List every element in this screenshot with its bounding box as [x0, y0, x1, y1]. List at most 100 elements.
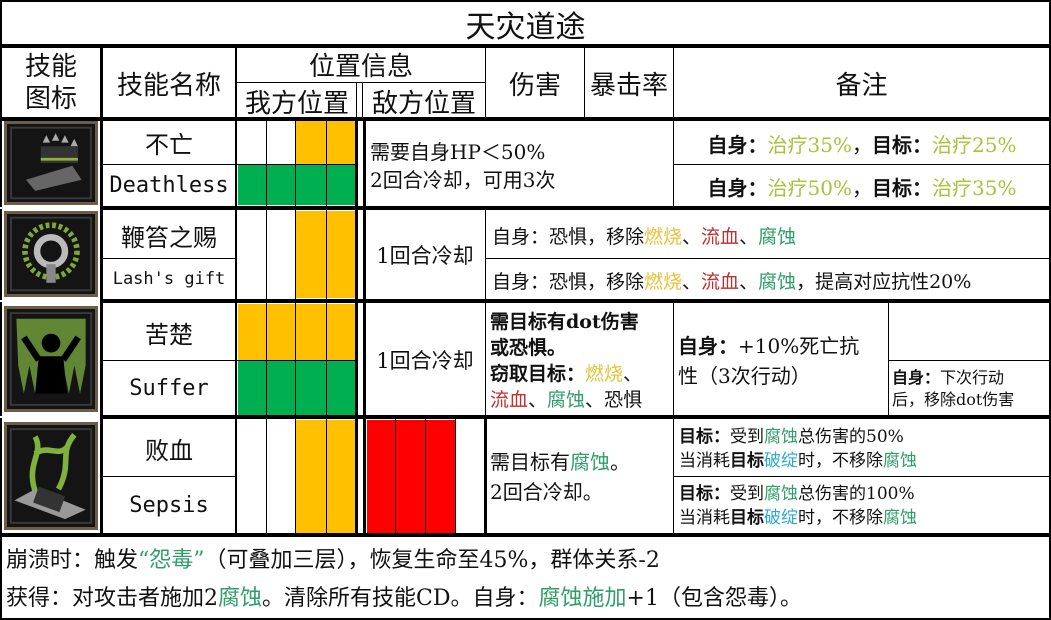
own-rank-cell — [296, 420, 326, 533]
skill-cooldown: 1回合冷却 — [376, 243, 474, 268]
footer-line-1: 崩溃时：触发 “怨毒” （可叠加三层），恢复生命至45%，群体关系-2 — [6, 548, 660, 573]
header-own-position: 我方位置 — [244, 88, 349, 119]
skill-name-en: Suffer — [129, 376, 209, 401]
grid-line — [266, 119, 267, 535]
skill-name-en: Lash's gift — [112, 269, 226, 289]
grid-line — [455, 419, 456, 535]
grid-line — [0, 0, 2, 620]
grid-line — [673, 417, 674, 535]
skill-requirement: 需目标有dot伤害 或恐惧。 窃取目标：燃烧、 流血、腐蚀、恐惧 — [490, 311, 643, 411]
skill-note: 自身：恐惧，移除 燃烧、流血、腐蚀 — [492, 225, 797, 248]
grid-line — [0, 618, 1051, 620]
skill-note: 自身： 治疗35%，目标： 治疗25% — [707, 132, 1017, 157]
grid-line — [102, 415, 1051, 419]
skill-note: 自身：恐惧，移除 燃烧、流血、腐蚀 ，提高对应抗性20% — [492, 270, 972, 293]
grid-line — [674, 164, 1051, 165]
grid-line — [0, 300, 102, 302]
grid-line — [0, 533, 1051, 537]
grid-line — [295, 119, 296, 535]
skill-name-cn: 苦楚 — [145, 320, 193, 349]
grid-line — [673, 301, 674, 417]
header-damage: 伤害 — [508, 70, 561, 101]
grid-line — [235, 44, 237, 535]
own-rank-cell — [267, 165, 295, 205]
footer-line-2: 获得：对攻击者施加2 腐蚀 。清除所有技能CD。自身： 腐蚀施加 +1（包含怨毒）。 — [6, 586, 802, 611]
grid-line — [326, 119, 327, 535]
header-crit: 暴击率 — [589, 70, 668, 101]
grid-line — [0, 44, 1051, 48]
own-rank-cell — [296, 165, 326, 205]
lashs-gift-icon — [4, 211, 98, 297]
header-position-group: 位置信息 — [308, 51, 413, 82]
header-notes: 备注 — [835, 70, 888, 101]
enemy-rank-cell — [426, 420, 455, 533]
grid-line — [102, 360, 236, 361]
grid-line — [484, 419, 487, 535]
own-rank-cell — [327, 165, 355, 205]
grid-line — [363, 119, 366, 535]
skill-note: 自身：下次行动 后，移除dot伤害 — [892, 368, 1015, 409]
grid-line — [889, 360, 1051, 361]
skill-cooldown: 1回合冷却 — [376, 349, 474, 373]
own-rank-cell — [327, 211, 355, 298]
skill-name-en: Sepsis — [129, 492, 209, 518]
skill-name-cn: 不亡 — [145, 131, 193, 159]
header-enemy-position: 敌方位置 — [371, 88, 476, 119]
grid-line — [356, 82, 357, 119]
skill-effect: 需要自身HP＜50% 2回合冷却，可用3次 — [370, 140, 556, 192]
grid-line — [673, 119, 674, 208]
grid-line — [102, 206, 1051, 210]
grid-line — [236, 164, 356, 165]
grid-line — [888, 301, 889, 417]
skill-name-en: Deathless — [109, 172, 229, 198]
skill-note: 自身： 治疗50%，目标： 治疗35% — [707, 175, 1017, 200]
grid-line — [355, 119, 358, 535]
grid-line — [1049, 0, 1051, 620]
grid-line — [0, 0, 1051, 2]
own-rank-cell — [238, 304, 266, 360]
grid-line — [236, 82, 486, 83]
own-rank-cell — [327, 304, 355, 360]
grid-line — [100, 44, 103, 535]
grid-line — [395, 419, 396, 535]
own-rank-cell — [238, 165, 266, 205]
grid-line — [0, 416, 102, 418]
own-rank-cell — [267, 304, 295, 360]
enemy-rank-cell — [396, 420, 425, 533]
grid-line — [485, 301, 486, 417]
enemy-rank-cell — [367, 420, 395, 533]
own-rank-cell — [296, 211, 326, 298]
own-rank-cell — [296, 361, 326, 416]
grid-line — [425, 419, 426, 535]
grid-line — [102, 164, 236, 165]
skill-effect: 需目标有腐蚀。 2回合冷却。 — [490, 449, 630, 504]
header-icon-col: 技能 图标 — [24, 52, 77, 114]
skill-note: 自身：+10%死亡抗 性（3次行动） — [678, 334, 860, 388]
grid-line — [673, 44, 674, 119]
grid-line — [0, 207, 102, 209]
grid-line — [0, 117, 1051, 121]
grid-line — [674, 476, 1051, 477]
grid-line — [584, 44, 585, 119]
skill-note: 目标：受到腐蚀总伤害的50% 当消耗目标破绽时，不移除腐蚀 — [679, 427, 917, 471]
own-rank-cell — [296, 121, 326, 165]
grid-line — [485, 208, 486, 301]
skill-name-cn: 鞭笞之赐 — [121, 223, 217, 252]
own-rank-cell — [327, 361, 355, 416]
suffer-icon — [4, 306, 98, 412]
own-rank-cell — [327, 121, 355, 165]
own-rank-cell — [327, 420, 355, 533]
own-rank-cell — [267, 361, 295, 416]
grid-line — [102, 299, 1051, 303]
grid-line — [486, 258, 1051, 259]
deathless-icon — [4, 121, 98, 205]
own-rank-cell — [238, 361, 266, 416]
grid-line — [485, 44, 486, 119]
grid-line — [362, 82, 363, 119]
page-title: 天灾道途 — [465, 10, 586, 45]
own-rank-cell — [296, 304, 326, 360]
grid-line — [236, 360, 356, 361]
header-name-col: 技能名称 — [116, 70, 221, 101]
skill-note: 目标：受到腐蚀总伤害的100% 当消耗目标破绽时，不移除腐蚀 — [679, 483, 917, 528]
